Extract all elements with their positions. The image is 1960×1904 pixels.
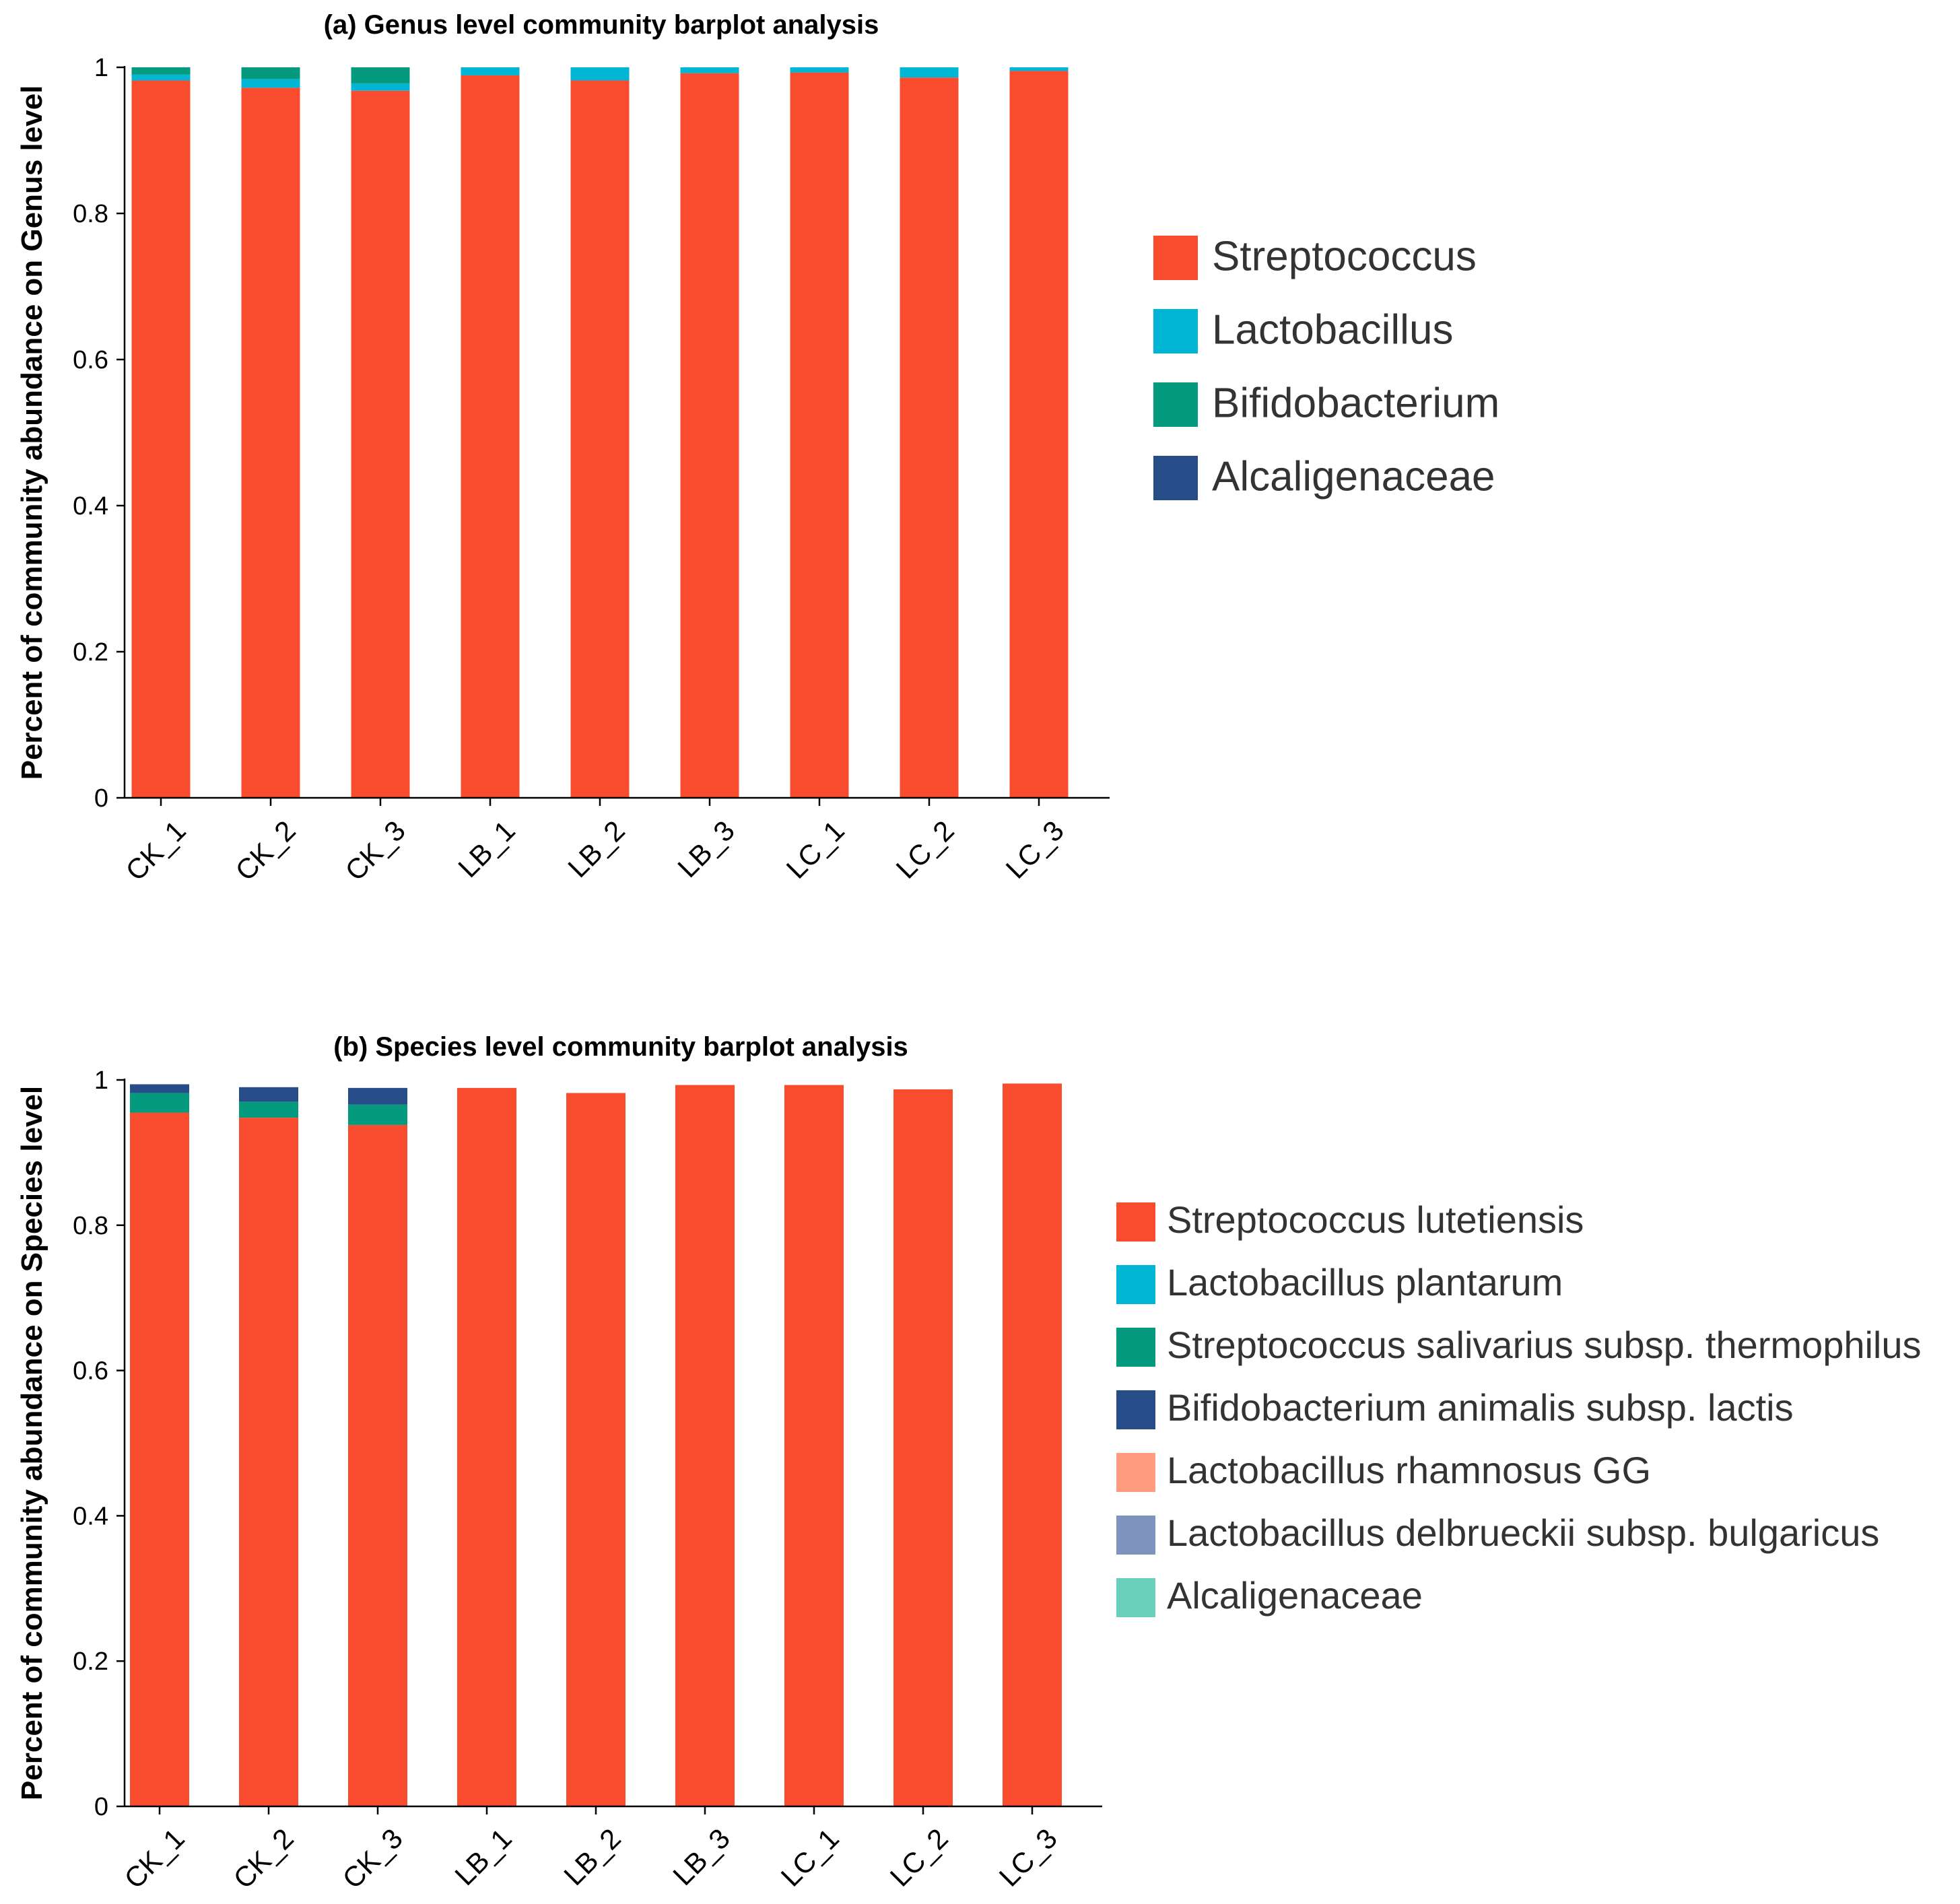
chart-a-bar-CK_1-series-2 [131, 67, 191, 75]
chart-b-x-tick-label-1: CK_2 [227, 1823, 300, 1895]
chart-a-y-tick-label-1: 0.2 [73, 638, 108, 667]
chart-a-legend-label-3: Alcaligenaceae [1212, 453, 1495, 500]
chart-a-legend-swatch-3 [1153, 456, 1198, 500]
chart-a-bar-LC_3-series-1 [1009, 67, 1069, 71]
chart-a-legend-swatch-1 [1153, 309, 1198, 353]
chart-a-bar-LC_2-series-0 [900, 77, 959, 798]
chart-b-bar-LC_2-series-0 [893, 1089, 953, 1806]
chart-a-genus: (a) Genus level community barplot analys… [15, 10, 1499, 887]
chart-b-species: (b) Species level community barplot anal… [15, 1032, 1922, 1895]
chart-b-legend-label-4: Lactobacillus rhamnosus GG [1167, 1449, 1651, 1491]
chart-b-legend-label-1: Lactobacillus plantarum [1167, 1261, 1563, 1303]
chart-b-bar-LB_3-series-0 [675, 1085, 735, 1806]
chart-a-bar-LB_2-series-0 [570, 80, 630, 798]
chart-b-y-tick-label-2: 0.4 [73, 1502, 108, 1530]
chart-a-bar-CK_1-series-1 [131, 74, 191, 81]
chart-a-bar-LB_3-series-0 [680, 73, 739, 798]
chart-b-bar-CK_2-series-3 [239, 1087, 298, 1102]
chart-b-legend-label-6: Alcaligenaceae [1167, 1574, 1423, 1617]
chart-a-legend-swatch-2 [1153, 382, 1198, 427]
chart-a-bar-CK_3-series-1 [351, 83, 410, 91]
chart-a-x-tick-label-5: LB_3 [671, 815, 741, 884]
chart-a-legend-label-0: Streptococcus [1212, 233, 1477, 279]
chart-b-legend-swatch-5 [1116, 1516, 1155, 1555]
chart-b-legend-label-3: Bifidobacterium animalis subsp. lactis [1167, 1386, 1794, 1429]
chart-b-legend-swatch-6 [1116, 1578, 1155, 1617]
chart-a-y-tick-label-4: 0.8 [73, 200, 108, 228]
chart-a-bar-LB_2-series-1 [570, 67, 630, 81]
chart-a-bar-LC_1-series-0 [790, 72, 849, 798]
chart-b-legend-label-5: Lactobacillus delbrueckii subsp. bulgari… [1167, 1511, 1879, 1554]
chart-a-y-tick-label-3: 0.6 [73, 346, 108, 374]
chart-b-legend-swatch-1 [1116, 1265, 1155, 1304]
chart-a-title: (a) Genus level community barplot analys… [324, 10, 879, 40]
chart-a-y-tick-label-2: 0.4 [73, 492, 108, 520]
chart-b-bar-LB_2-series-0 [566, 1093, 626, 1806]
chart-a-y-tick-label-0: 0 [94, 784, 108, 813]
chart-b-legend-swatch-4 [1116, 1453, 1155, 1492]
chart-a-bar-LC_1-series-1 [790, 67, 849, 73]
chart-a-bar-CK_1-series-0 [131, 80, 191, 798]
chart-a-x-tick-label-4: LB_2 [562, 815, 631, 884]
chart-b-legend-label-0: Streptococcus lutetiensis [1167, 1198, 1584, 1241]
chart-a-legend-swatch-0 [1153, 236, 1198, 280]
chart-a-bar-LC_3-series-0 [1009, 71, 1069, 798]
chart-a-bar-CK_2-series-1 [241, 79, 300, 88]
chart-a-bar-LB_1-series-1 [461, 67, 520, 75]
chart-b-legend-swatch-3 [1116, 1390, 1155, 1429]
chart-a-bar-LB_3-series-1 [680, 67, 739, 73]
chart-a-bar-CK_3-series-0 [351, 90, 410, 798]
chart-b-x-tick-label-3: LB_1 [448, 1823, 518, 1892]
chart-a-x-tick-label-6: LC_1 [780, 815, 850, 885]
chart-b-bar-LC_3-series-0 [1003, 1083, 1062, 1806]
chart-b-bar-LC_1-series-0 [784, 1085, 844, 1806]
chart-b-y-tick-label-4: 0.8 [73, 1212, 108, 1240]
chart-b-x-tick-label-5: LB_3 [667, 1823, 736, 1892]
chart-a-bar-CK_2-series-2 [241, 67, 300, 79]
chart-b-y-tick-label-1: 0.2 [73, 1647, 108, 1676]
chart-b-y-tick-label-5: 1 [94, 1066, 108, 1095]
chart-b-bar-CK_1-series-2 [130, 1093, 189, 1113]
chart-a-x-tick-label-1: CK_2 [229, 815, 302, 887]
chart-b-bar-CK_3-series-3 [348, 1087, 407, 1105]
chart-a-bar-CK_3-series-2 [351, 67, 410, 83]
chart-b-legend-swatch-2 [1116, 1328, 1155, 1367]
chart-a-legend-label-2: Bifidobacterium [1212, 380, 1499, 426]
chart-b-x-tick-label-2: CK_3 [336, 1823, 409, 1895]
chart-a-y-tick-label-5: 1 [94, 54, 108, 82]
chart-b-title: (b) Species level community barplot anal… [333, 1032, 908, 1062]
chart-a-x-tick-label-8: LC_3 [1000, 815, 1070, 885]
chart-b-x-tick-label-8: LC_3 [993, 1823, 1063, 1893]
chart-b-x-tick-label-6: LC_1 [775, 1823, 845, 1893]
chart-b-legend-swatch-0 [1116, 1202, 1155, 1242]
chart-a-bar-CK_2-series-0 [241, 88, 300, 798]
chart-b-bar-CK_2-series-2 [239, 1101, 298, 1118]
chart-a-bar-LC_2-series-1 [900, 67, 959, 78]
chart-b-y-tick-label-0: 0 [94, 1793, 108, 1821]
chart-b-bar-CK_1-series-0 [130, 1112, 189, 1806]
chart-b-bar-CK_2-series-0 [239, 1118, 298, 1806]
chart-b-legend-label-2: Streptococcus salivarius subsp. thermoph… [1167, 1324, 1922, 1366]
chart-a-x-tick-label-7: LC_2 [890, 815, 960, 885]
chart-a-x-tick-label-3: LB_1 [452, 815, 521, 884]
chart-a-legend-label-1: Lactobacillus [1212, 306, 1453, 353]
chart-b-x-tick-label-0: CK_1 [118, 1823, 191, 1895]
chart-a-x-tick-label-0: CK_1 [119, 815, 192, 887]
chart-a-bar-LB_1-series-0 [461, 75, 520, 798]
chart-b-x-tick-label-7: LC_2 [884, 1823, 954, 1893]
chart-a-x-tick-label-2: CK_3 [339, 815, 411, 887]
chart-a-y-axis-label: Percent of community abundance on Genus … [15, 86, 48, 780]
chart-b-bar-CK_1-series-3 [130, 1084, 189, 1093]
chart-b-bar-CK_3-series-2 [348, 1104, 407, 1125]
chart-b-x-tick-label-4: LB_2 [557, 1823, 627, 1892]
chart-b-bar-LB_1-series-0 [457, 1087, 516, 1806]
chart-b-y-axis-label: Percent of community abundance on Specie… [15, 1086, 48, 1800]
chart-b-y-tick-label-3: 0.6 [73, 1357, 108, 1386]
chart-b-bar-CK_3-series-0 [348, 1124, 407, 1806]
